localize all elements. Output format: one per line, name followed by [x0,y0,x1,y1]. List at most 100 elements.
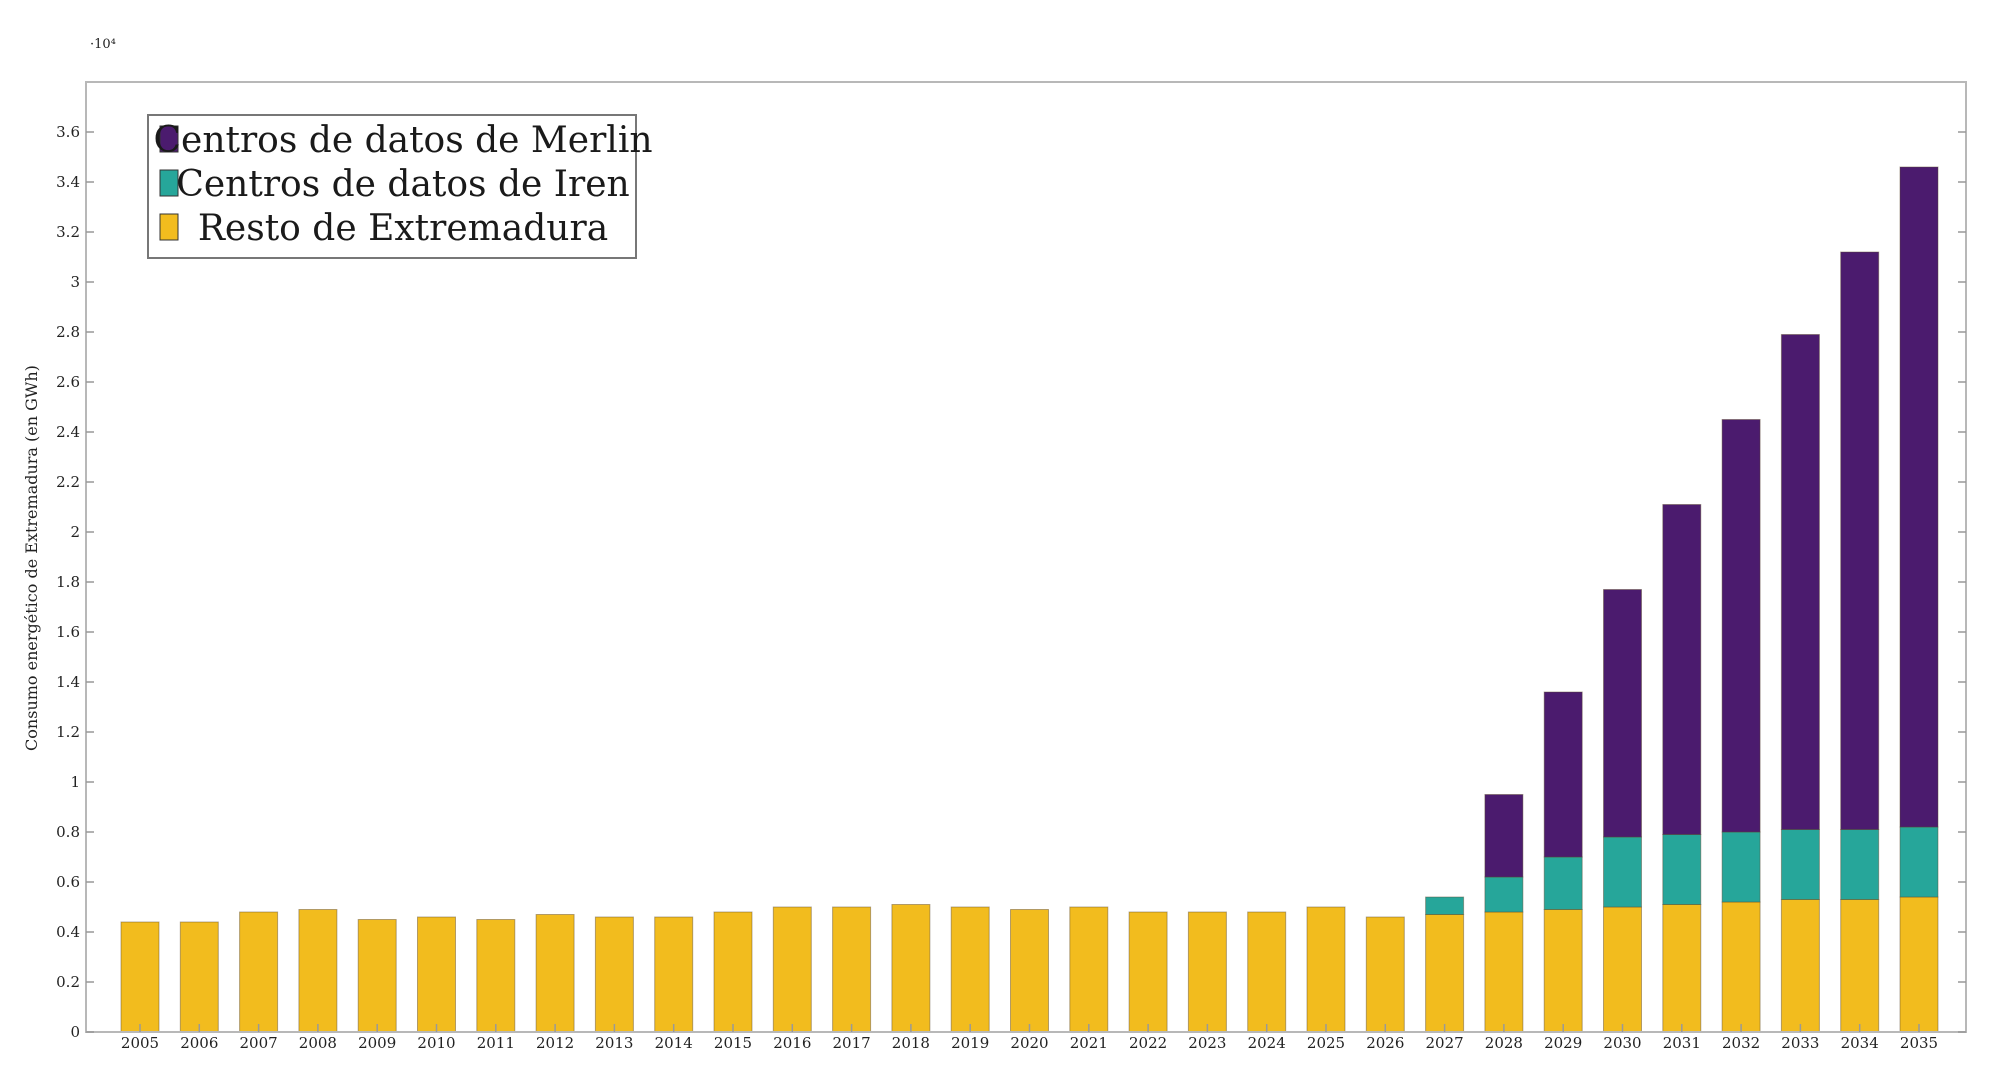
x-tick-label: 2029 [1544,1034,1582,1052]
bar-segment [1603,906,1642,1033]
bar-segment [1721,901,1761,1033]
bar-segment [1603,589,1642,838]
bar-segment [1840,251,1880,830]
x-tick-label: 2019 [951,1034,989,1052]
x-tick-label: 2010 [417,1034,455,1052]
bar-segment [594,916,634,1033]
y-tick-label: 0.6 [56,873,80,891]
x-tick-label: 2009 [358,1034,396,1052]
x-tick-label: 2034 [1841,1034,1879,1052]
bar-segment [1840,899,1880,1033]
bar-segment [713,911,753,1033]
y-axis-multiplier: ·10⁴ [90,37,116,52]
bar-segment [1425,896,1465,915]
y-axis-ticks: 0 0.2 0.4 0.6 0.8 1 1.2 1.4 1.6 1.8 2 2.2 2.4 2.6 2.8 3… [56,123,1966,1041]
y-axis-label: Consumo energético de Extremadura (en GW… [22,365,41,751]
x-tick-label: 2031 [1663,1034,1701,1052]
legend-label: Centros de datos de Merlin [153,120,652,161]
bar-segment [239,911,279,1033]
y-tick-label: 1.8 [56,573,80,591]
x-tick-label: 2021 [1070,1034,1108,1052]
legend-swatch [159,125,179,153]
x-tick-label: 2030 [1603,1034,1641,1052]
bar-segment [1780,829,1820,900]
plot-frame [85,81,1967,1033]
bar-segment [654,916,694,1033]
x-tick-label: 2013 [595,1034,633,1052]
x-tick-label: 2020 [1010,1034,1048,1052]
y-tick-label: 2 [70,523,80,541]
legend-label: Resto de Extremadura [198,208,608,249]
bar-segment [1425,914,1465,1033]
bar-segment [1484,794,1524,878]
bar-segment [1543,691,1583,858]
legend-swatch [159,213,179,241]
bar-segment [772,906,812,1033]
x-tick-label: 2024 [1248,1034,1286,1052]
bar-segment [1780,899,1820,1033]
x-tick-label: 2026 [1366,1034,1404,1052]
bar-segment [950,906,990,1033]
legend-label: Centros de datos de Iren [176,164,629,205]
x-tick-label: 2027 [1426,1034,1464,1052]
x-tick-label: 2023 [1188,1034,1226,1052]
y-tick-label: 1.6 [56,623,80,641]
x-tick-label: 2008 [299,1034,337,1052]
x-tick-label: 2028 [1485,1034,1523,1052]
y-tick-label: 1.4 [56,673,80,691]
x-tick-label: 2025 [1307,1034,1345,1052]
x-tick-label: 2014 [655,1034,693,1052]
bar-segment [1780,334,1820,830]
bar-segment [1365,916,1405,1033]
bar-segment [1010,909,1049,1033]
bar-segment [1662,904,1702,1033]
y-tick-label: 3.6 [56,123,80,141]
y-tick-label: 0.4 [56,923,80,941]
bar-segment [891,904,931,1033]
bar-segment [535,914,575,1033]
x-tick-label: 2005 [121,1034,159,1052]
x-tick-label: 2017 [833,1034,871,1052]
x-tick-label: 2022 [1129,1034,1167,1052]
x-tick-label: 2015 [714,1034,752,1052]
bar-segment [1484,911,1524,1033]
bar-segment [1662,834,1702,905]
y-tick-label: 2.8 [56,323,80,341]
y-tick-label: 0 [70,1023,80,1041]
bar-segment [476,919,516,1033]
x-tick-label: 2011 [477,1034,515,1052]
x-axis-ticks: 2005 2006 2007 2008 2009 2010 2011 2012 2013 2014… [121,1024,1938,1052]
bar-segment [1721,419,1761,833]
bar-segment [1543,856,1583,910]
y-tick-label: 3.2 [56,223,80,241]
x-tick-label: 2016 [773,1034,811,1052]
bar-segment [1069,906,1109,1033]
bar-segment [1484,876,1524,913]
bar-segment [1187,911,1227,1033]
y-tick-label: 2.4 [56,423,80,441]
x-tick-label: 2012 [536,1034,574,1052]
legend-box [147,114,637,259]
x-tick-label: 2007 [240,1034,278,1052]
y-tick-label: 1 [70,773,80,791]
x-tick-label: 2035 [1900,1034,1938,1052]
bar-segment [1899,826,1939,898]
bar-segment [120,921,160,1033]
bar-segment [1128,911,1168,1033]
y-tick-label: 3 [70,273,80,291]
y-tick-label: 0.2 [56,973,80,991]
bars-group [120,166,1939,1033]
y-tick-label: 2.2 [56,473,80,491]
y-tick-label: 0.8 [56,823,80,841]
bar-segment [1899,896,1939,1033]
bar-segment [1662,504,1702,835]
bar-segment [1899,166,1939,828]
x-tick-label: 2006 [180,1034,218,1052]
y-tick-label: 1.2 [56,723,80,741]
y-tick-label: 2.6 [56,373,80,391]
bar-segment [298,909,338,1033]
bar-segment [417,916,456,1033]
bar-segment [1247,911,1287,1033]
